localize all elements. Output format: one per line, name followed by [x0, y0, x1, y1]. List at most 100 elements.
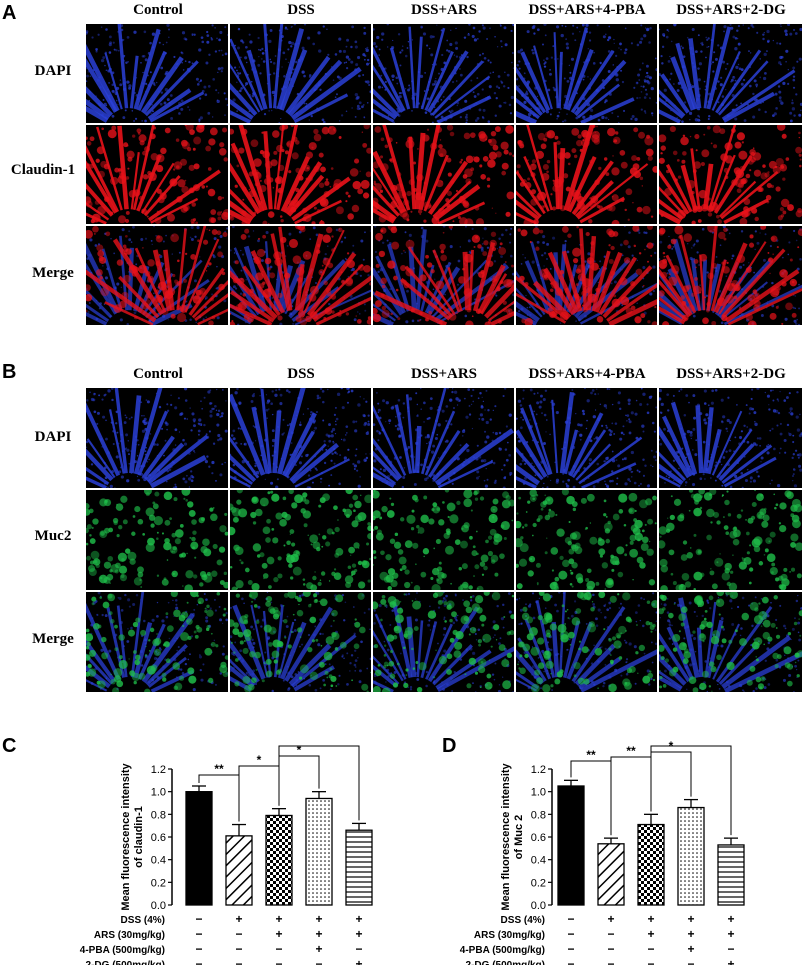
panel-b-col-dss: DSS — [287, 366, 315, 382]
panel-d-y-axis-label: Mean fluorescence intensityof Muc 2 — [500, 762, 525, 910]
panel-b-row-merge: Merge — [32, 631, 74, 647]
panel-c-treatment-sign-1-1: − — [235, 927, 242, 941]
panel-b-dapi-dss-image — [230, 388, 371, 488]
panel-d-sig-label-3: ** — [686, 740, 696, 747]
panel-b-muc2-dss-image — [230, 490, 371, 590]
panel-c-bar-2 — [265, 814, 293, 906]
panel-a-col-control: Control — [133, 2, 183, 18]
panel-a-claudin1-dss-ars-4pba-image — [516, 125, 657, 224]
panel-c-y-tick-label: 0.2 — [151, 877, 166, 889]
panel-a-dapi-control-image — [86, 24, 228, 123]
panel-d-y-tick-label: 1.0 — [531, 787, 546, 799]
panel-d-treatment-sign-3-1: − — [607, 957, 614, 965]
panel-a-claudin1-dss-ars-2dg-image — [659, 125, 802, 224]
panel-a-claudin1-control-image — [86, 125, 228, 224]
panel-c-y-tick-label: 1.0 — [151, 787, 166, 799]
panel-c-bar-1 — [225, 835, 253, 906]
panel-b-col-dss-ars-4pba: DSS+ARS+4-PBA — [528, 366, 646, 382]
panel-d-y-tick-label: 0.4 — [531, 855, 546, 867]
panel-c-treatment-label-0: DSS (4%) — [121, 915, 165, 926]
panel-d-y-tick-label: 0.8 — [531, 809, 546, 821]
panel-c-treatment-sign-1-4: + — [355, 927, 362, 941]
panel-b-dapi-dss-ars-4pba-image — [516, 388, 657, 488]
panel-c-treatment-sign-3-4: + — [355, 957, 362, 965]
panel-c-sig-bracket-1 — [238, 765, 280, 822]
panel-b-col-dss-ars-2dg: DSS+ARS+2-DG — [676, 366, 786, 382]
panel-c-treatment-sign-1-2: + — [275, 927, 282, 941]
panel-d-treatment-sign-2-2: − — [647, 942, 654, 956]
panel-a-dapi-dss-ars-4pba-image — [516, 24, 657, 123]
panel-c-bar-4 — [345, 829, 373, 906]
panel-c-bar-0 — [185, 791, 213, 906]
panel-b-muc2-dss-ars-4pba-image — [516, 490, 657, 590]
panel-c-y-tick-label: 0.0 — [151, 900, 166, 912]
panel-d-treatment-sign-3-4: + — [727, 957, 734, 965]
panel-c-y-tick-label: 0.6 — [151, 832, 166, 844]
panel-d-y-tick-label: 0.6 — [531, 832, 546, 844]
panel-c-treatment-sign-2-3: + — [315, 942, 322, 956]
panel-c-sig-label-1: * — [257, 753, 262, 767]
panel-b-col-control: Control — [133, 366, 183, 382]
panel-d-treatment-sign-3-2: − — [647, 957, 654, 965]
panel-b-row-muc2: Muc2 — [34, 528, 72, 544]
panel-c-sig-label-2: * — [297, 743, 302, 757]
panel-d-bar-chart: 0.0 0.2 0.4 0.6 0.8 1.0 1.2 Mean fluorescence i… — [460, 740, 745, 965]
panel-a-merge-control-image — [86, 226, 228, 325]
panel-d-treatment-label-2: 4-PBA (500mg/kg) — [460, 945, 545, 956]
panel-d-sig-bracket-1 — [610, 756, 652, 836]
panel-b-muc2-control-image — [86, 490, 228, 590]
panel-b-merge-control-image — [86, 592, 228, 692]
panel-c-treatment-sign-3-1: − — [235, 957, 242, 965]
panel-a-merge-dss-image — [230, 226, 371, 325]
panel-c-treatment-sign-0-4: + — [355, 912, 362, 926]
panel-a-dapi-dss-image — [230, 24, 371, 123]
panel-a-merge-dss-ars-2dg-image — [659, 226, 802, 325]
panel-c-treatment-label-1: ARS (30mg/kg) — [94, 930, 165, 941]
panel-c-sig-label-3: * — [317, 740, 322, 747]
panel-b-image-grid — [86, 387, 803, 693]
panel-d-treatment-sign-0-1: + — [607, 912, 614, 926]
panel-b-row-dapi: DAPI — [34, 429, 72, 445]
panel-d-treatment-sign-1-2: + — [647, 927, 654, 941]
panel-a-claudin1-dss-ars-image — [373, 125, 514, 224]
panel-a-claudin1-dss-image — [230, 125, 371, 224]
panel-b-col-dss-ars: DSS+ARS — [410, 366, 478, 382]
panel-d-treatment-label-1: ARS (30mg/kg) — [474, 930, 545, 941]
panel-c-treatment-sign-0-3: + — [315, 912, 322, 926]
panel-d-y-tick-label: 0.2 — [531, 877, 546, 889]
panel-d-treatment-label-0: DSS (4%) — [501, 915, 545, 926]
panel-d-treatment-sign-2-4: − — [727, 942, 734, 956]
panel-a-dapi-dss-ars-2dg-image — [659, 24, 802, 123]
panel-d-treatment-label-3: 2-DG (500mg/kg) — [466, 960, 545, 965]
panel-c-treatment-sign-3-0: − — [195, 957, 202, 965]
panel-c-y-tick-label: 1.2 — [151, 764, 166, 776]
panel-c-treatment-sign-1-0: − — [195, 927, 202, 941]
panel-b-merge-dss-ars-2dg-image — [659, 592, 802, 692]
panel-d-bar-4 — [717, 844, 745, 906]
panel-c-treatment-sign-0-2: + — [275, 912, 282, 926]
panel-d-sig-bracket-2 — [650, 751, 692, 812]
panel-d-letter: D — [442, 735, 457, 757]
panel-a-col-dss-ars-2dg: DSS+ARS+2-DG — [676, 2, 786, 18]
panel-b-dapi-dss-ars-image — [373, 388, 514, 488]
panel-c-treatment-label-3: 2-DG (500mg/kg) — [86, 960, 165, 965]
panel-d-treatment-sign-0-3: + — [687, 912, 694, 926]
panel-d-y-tick-label: 0.0 — [531, 900, 546, 912]
panel-d-sig-bracket-3 — [650, 745, 732, 836]
panel-b-dapi-control-image — [86, 388, 228, 488]
panel-b-merge-dss-image — [230, 592, 371, 692]
panel-b-muc2-dss-ars-image — [373, 490, 514, 590]
panel-d-bar-1 — [597, 843, 625, 906]
panel-a-merge-dss-ars-image — [373, 226, 514, 325]
panel-c-treatment-sign-2-1: − — [235, 942, 242, 956]
panel-c-y-tick-label: 0.8 — [151, 809, 166, 821]
panel-a-row-merge: Merge — [32, 265, 74, 281]
panel-a-row-claudin1: Claudin-1 — [10, 162, 76, 178]
panel-d-treatment-sign-3-0: − — [567, 957, 574, 965]
panel-d-treatment-sign-2-0: − — [567, 942, 574, 956]
panel-c-y-tick-label: 0.4 — [151, 855, 166, 867]
panel-d-treatment-sign-0-0: − — [567, 912, 574, 926]
panel-c-treatment-sign-0-0: − — [195, 912, 202, 926]
panel-c-treatment-sign-2-2: − — [275, 942, 282, 956]
panel-b-dapi-dss-ars-2dg-image — [659, 388, 802, 488]
